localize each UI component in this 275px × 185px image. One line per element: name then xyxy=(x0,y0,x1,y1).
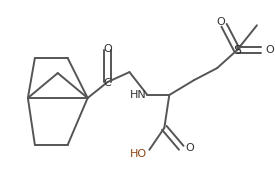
Text: O: O xyxy=(185,143,194,153)
Text: S: S xyxy=(233,44,241,57)
Text: C: C xyxy=(104,78,111,88)
Text: HO: HO xyxy=(130,149,147,159)
Text: O: O xyxy=(265,45,274,55)
Text: O: O xyxy=(217,17,226,27)
Text: HN: HN xyxy=(130,90,146,100)
Text: O: O xyxy=(103,44,112,54)
